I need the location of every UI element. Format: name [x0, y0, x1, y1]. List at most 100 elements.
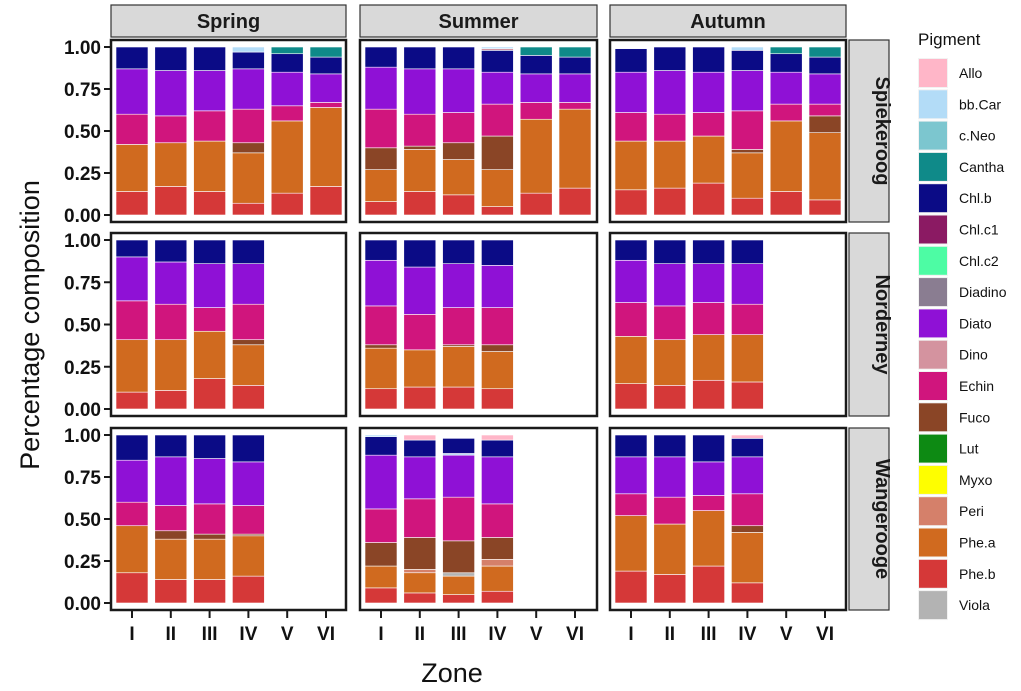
bar-segment-peri: [403, 569, 437, 574]
bar-segment-echin: [653, 305, 687, 341]
bar-segment-chl-b: [614, 434, 648, 458]
column-strips: Spring Summer Autumn: [110, 4, 847, 38]
bar-segment-chl-b: [481, 239, 514, 266]
legend-label: Dino: [959, 347, 988, 363]
bar-segment-echin: [653, 113, 687, 142]
y-tick-label: 1.00: [64, 231, 101, 252]
bar-III: [193, 239, 226, 410]
bar-segment-phe-a: [731, 152, 764, 199]
bar-segment-chl-b: [769, 53, 803, 73]
bar-segment-phe-a: [115, 525, 149, 574]
bar-segment-chl-b: [115, 434, 149, 461]
bar-segment-echin: [481, 103, 514, 137]
legend-item: Myxo: [918, 464, 993, 495]
bar-segment-chl-b: [364, 239, 398, 261]
bar-I: [364, 46, 398, 216]
bar-segment-diato: [154, 261, 188, 305]
legend-item: Cantha: [918, 151, 1004, 182]
bar-segment-bb-car: [364, 434, 398, 437]
bar-segment-chl-b: [614, 239, 648, 261]
bar-IV: [731, 434, 764, 604]
facet-panels: [109, 38, 848, 612]
strip-spiekeroog-box: [848, 39, 890, 223]
bar-II: [403, 434, 437, 604]
bar-segment-echin: [519, 102, 553, 120]
bar-segment-peri: [481, 559, 514, 567]
bar-segment-fuco: [442, 540, 475, 574]
bar-segment-phe-b: [364, 388, 398, 410]
legend-label: Phe.a: [959, 535, 996, 551]
bar-V: [519, 46, 553, 216]
bar-segment-chl-b: [692, 46, 725, 73]
strip-norderney-label: Norderney: [871, 274, 893, 375]
strip-norderney-box: [848, 232, 890, 417]
bar-IV: [731, 46, 764, 216]
y-tick-label: 1.00: [64, 38, 101, 59]
bar-segment-phe-b: [614, 570, 648, 604]
bar-segment-echin: [364, 305, 398, 346]
bar-segment-phe-b: [692, 379, 725, 410]
panel-norderney-autumn: [608, 231, 848, 418]
bar-segment-phe-b: [232, 385, 265, 410]
panel-frame: [608, 38, 848, 224]
bar-segment-diato: [115, 68, 149, 115]
bar-segment-phe-b: [614, 189, 648, 216]
bar-segment-echin: [481, 307, 514, 346]
bar-segment-chl-b: [232, 51, 265, 70]
bar-segment-phe-a: [481, 169, 514, 207]
bar-segment-diato: [653, 70, 687, 115]
bar-II: [154, 434, 188, 604]
bar-segment-phe-b: [193, 579, 226, 604]
bar-segment-diato: [731, 263, 764, 305]
bar-segment-phe-a: [692, 510, 725, 567]
legend-label: Diadino: [959, 284, 1007, 300]
bar-segment-phe-b: [653, 385, 687, 410]
bar-II: [154, 239, 188, 410]
bar-segment-phe-b: [154, 390, 188, 410]
bar-segment-chl-b: [519, 55, 553, 75]
bar-segment-diato: [232, 461, 265, 506]
panel-frame: [109, 426, 348, 612]
strip-autumn-box: [609, 4, 847, 38]
bar-segment-phe-a: [364, 169, 398, 202]
bar-VI: [558, 46, 592, 216]
bar-III: [442, 438, 475, 604]
bar-segment-phe-b: [692, 182, 725, 216]
bar-segment-fuco: [403, 537, 437, 570]
bar-segment-diato: [614, 456, 648, 495]
strip-spring-label: Spring: [197, 11, 260, 33]
bar-segment-echin: [232, 108, 265, 144]
bar-segment-phe-a: [193, 330, 226, 379]
bar-segment-phe-a: [309, 107, 343, 187]
bar-segment-phe-b: [692, 565, 725, 604]
bar-II: [154, 46, 188, 216]
x-tick-label: I: [129, 624, 134, 645]
strip-wangerooge-box: [848, 427, 890, 611]
bar-segment-phe-a: [614, 140, 648, 191]
legend-item: Chl.c1: [918, 214, 999, 245]
bar-I: [614, 48, 648, 216]
bar-I: [364, 434, 398, 604]
bar-segment-phe-a: [769, 120, 803, 192]
bar-segment-phe-a: [481, 351, 514, 390]
panel-frame: [109, 38, 348, 224]
bar-segment-diato: [115, 256, 149, 302]
bar-segment-echin: [442, 307, 475, 346]
bar-segment-diato: [442, 263, 475, 308]
bar-II: [653, 239, 687, 410]
bar-segment-phe-a: [270, 120, 304, 194]
bar-segment-phe-a: [653, 140, 687, 189]
bar-segment-diato: [403, 456, 437, 500]
bar-segment-chl-b: [692, 239, 725, 264]
bar-segment-chl-b: [154, 239, 188, 263]
legend-swatch: [919, 403, 947, 432]
bar-segment-phe-a: [481, 565, 514, 592]
bar-segment-chl-b: [442, 438, 475, 454]
x-axes: I II III IV V VI I II III IV V VI I II III IV V VI: [129, 611, 834, 645]
bar-segment-diato: [481, 456, 514, 505]
bar-segment-diato: [115, 459, 149, 503]
bar-segment-echin: [115, 300, 149, 341]
bar-I: [115, 434, 149, 604]
bar-segment-diato: [364, 259, 398, 307]
bar-segment-phe-a: [193, 538, 226, 580]
